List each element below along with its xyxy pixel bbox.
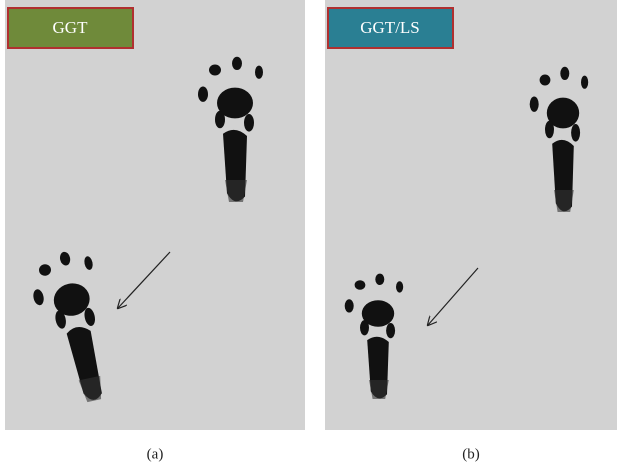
photo-background [325,0,617,430]
panel-label: GGT [53,18,89,37]
panel-label: GGT/LS [360,18,420,37]
panel-a: GGT (a) [5,0,305,462]
panel-caption: (b) [462,446,480,462]
panel-b: GGT/LS (b) [325,0,617,462]
photo-background [5,0,305,430]
panel-caption: (a) [147,446,164,462]
figure: GGT (a) GGT/LS (b) [0,0,617,473]
page: GGT (a) GGT/LS (b) (() => { const data =… [0,0,617,473]
